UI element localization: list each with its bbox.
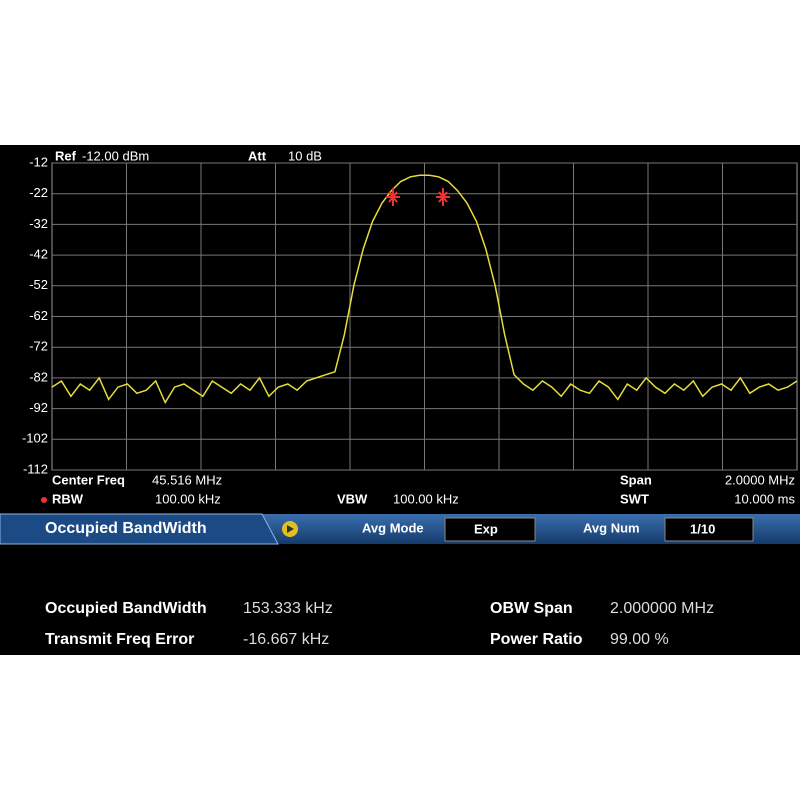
att-label: Att bbox=[248, 148, 267, 163]
result-value: 2.000000 MHz bbox=[610, 600, 714, 617]
y-tick-label: -72 bbox=[29, 339, 48, 354]
avg-mode-box[interactable] bbox=[444, 517, 536, 542]
span: 2.0000 MHz bbox=[725, 472, 795, 487]
avg-mode: Exp bbox=[474, 521, 498, 536]
screen bbox=[0, 145, 800, 655]
rbw-label: RBW bbox=[52, 491, 84, 506]
y-tick-label: -52 bbox=[29, 277, 48, 292]
y-tick-label: -42 bbox=[29, 247, 48, 262]
avg-num: 1/10 bbox=[690, 521, 715, 536]
y-tick-label: -112 bbox=[23, 461, 48, 476]
trace bbox=[51, 174, 798, 405]
center-freq: 45.516 MHz bbox=[152, 472, 222, 487]
result-value: 99.00 % bbox=[610, 631, 669, 648]
swt-label: SWT bbox=[620, 491, 649, 506]
obw-marker bbox=[436, 188, 450, 206]
y-tick-label: -12 bbox=[29, 154, 48, 169]
result-label: Transmit Freq Error bbox=[45, 631, 194, 648]
rbw-indicator bbox=[41, 497, 47, 503]
att-value: 10 dB bbox=[288, 148, 322, 163]
rbw: 100.00 kHz bbox=[155, 491, 221, 506]
avg-mode-label: Avg Mode bbox=[362, 520, 424, 535]
result-label: Power Ratio bbox=[490, 631, 583, 648]
avg-num-label: Avg Num bbox=[583, 520, 640, 535]
y-tick-label: -92 bbox=[29, 400, 48, 415]
ref-label: Ref bbox=[55, 148, 77, 163]
y-tick-label: -62 bbox=[29, 308, 48, 323]
avg-num-box[interactable] bbox=[664, 517, 754, 542]
play-icon bbox=[287, 525, 294, 533]
result-label: Occupied BandWidth bbox=[45, 600, 207, 617]
center-freq-label: Center Freq bbox=[52, 472, 125, 487]
ref-value: -12.00 dBm bbox=[82, 148, 149, 163]
y-tick-label: -22 bbox=[29, 185, 48, 200]
y-tick-label: -32 bbox=[29, 216, 48, 231]
span-label: Span bbox=[620, 472, 652, 487]
menu-tab[interactable] bbox=[0, 513, 279, 545]
swt: 10.000 ms bbox=[734, 491, 795, 506]
vbw: 100.00 kHz bbox=[393, 491, 459, 506]
result-value: -16.667 kHz bbox=[243, 631, 329, 648]
y-tick-label: -82 bbox=[29, 369, 48, 384]
vbw-label: VBW bbox=[337, 491, 368, 506]
y-tick-label: -102 bbox=[22, 431, 48, 446]
result-label: OBW Span bbox=[490, 600, 573, 617]
menu-title[interactable]: Occupied BandWidth bbox=[45, 520, 207, 537]
result-value: 153.333 kHz bbox=[243, 600, 333, 617]
obw-marker bbox=[386, 188, 400, 206]
